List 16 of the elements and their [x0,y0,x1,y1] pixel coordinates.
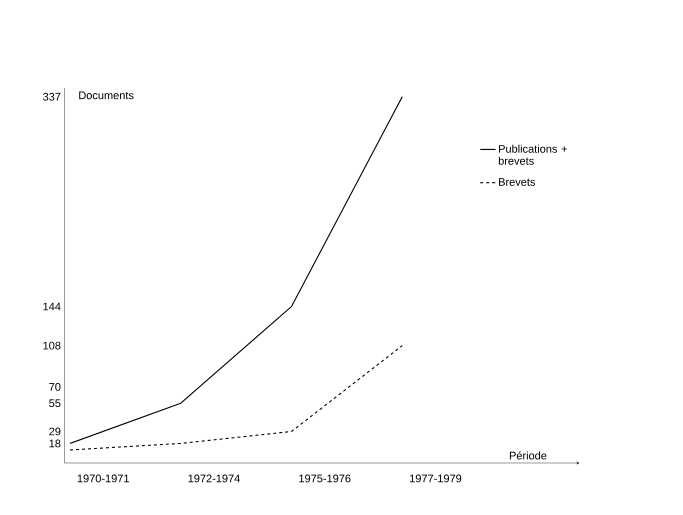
y-tick-label: 337 [43,92,60,101]
line-series [69,345,403,451]
x-tick-label: 1970-1971 [78,474,129,482]
y-tick-label: 144 [43,302,61,310]
y-tick-label: 55 [49,399,60,408]
y-tick-label: 70 [49,383,60,391]
x-axis-title: Période [510,451,546,460]
x-tick-label: 1975-1976 [299,474,351,482]
legend-label: Brevets [499,178,536,186]
y-tick-label: 18 [50,440,60,448]
x-tick-label: 1972-1974 [188,474,240,482]
y-tick-label: 108 [43,342,60,350]
y-axis-title: Documents [79,92,134,100]
x-tick-label: 1977-1979 [410,474,462,482]
y-tick-label: 29 [49,428,60,436]
legend-label: Publications + brevets [498,144,567,165]
